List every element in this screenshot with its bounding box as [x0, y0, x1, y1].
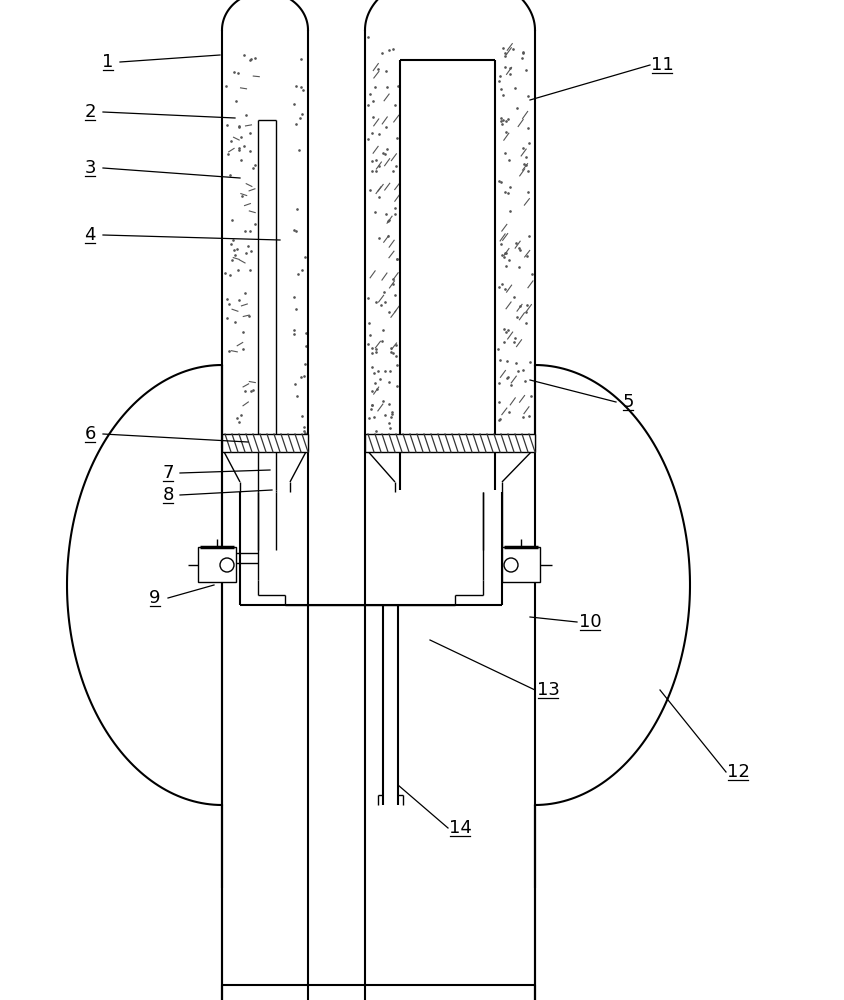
- Text: 6: 6: [84, 425, 95, 443]
- Text: 2: 2: [84, 103, 95, 121]
- Text: 10: 10: [578, 613, 601, 631]
- Bar: [501, 547, 539, 582]
- Text: 13: 13: [536, 681, 559, 699]
- Text: 14: 14: [448, 819, 471, 837]
- Text: 3: 3: [84, 159, 95, 177]
- Text: 8: 8: [162, 486, 174, 504]
- Text: 12: 12: [726, 763, 749, 781]
- Text: 7: 7: [162, 464, 174, 482]
- Bar: [222, 434, 307, 452]
- Text: 5: 5: [621, 393, 633, 411]
- Text: 4: 4: [84, 226, 95, 244]
- Text: 1: 1: [102, 53, 114, 71]
- Bar: [365, 434, 534, 452]
- Text: 11: 11: [650, 56, 673, 74]
- Bar: [197, 547, 235, 582]
- Text: 9: 9: [149, 589, 160, 607]
